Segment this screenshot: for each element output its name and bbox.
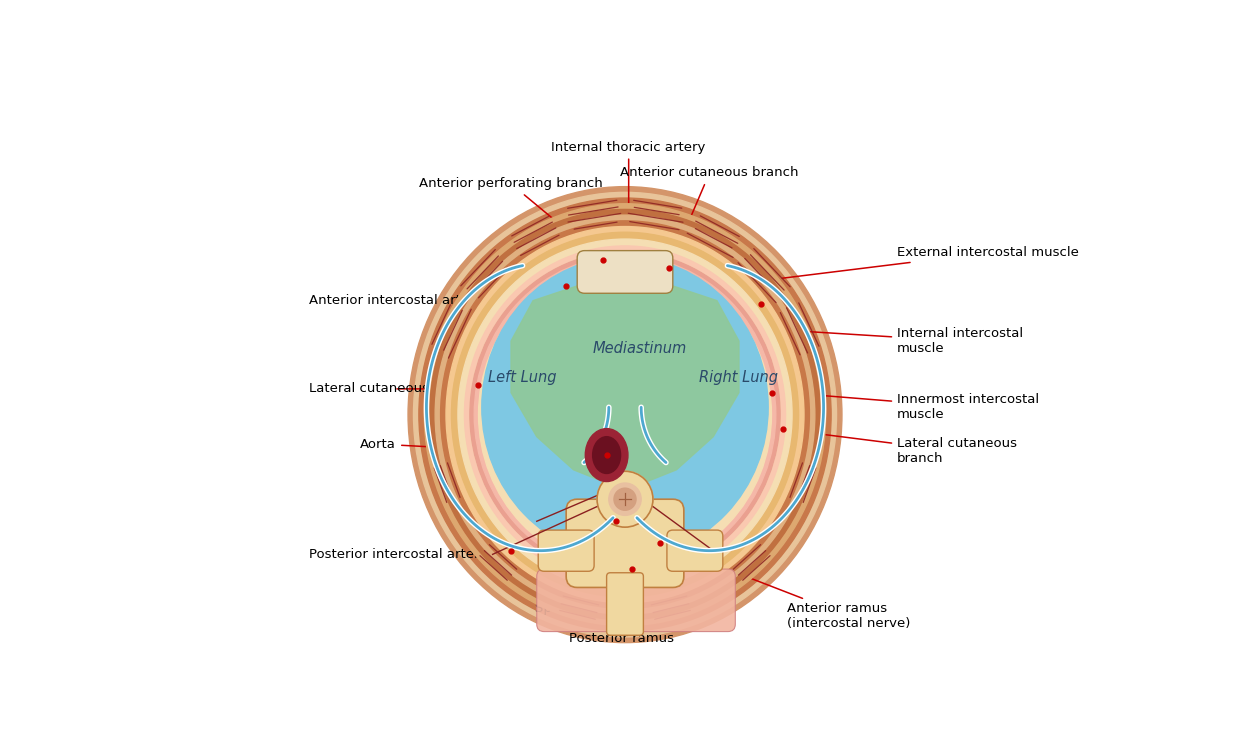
Text: Internal intercostal
muscle: Internal intercostal muscle	[786, 327, 1024, 355]
Ellipse shape	[474, 256, 776, 573]
Ellipse shape	[408, 187, 842, 642]
Text: Left Lung: Left Lung	[488, 370, 556, 385]
Text: Anterior intercostal artery: Anterior intercostal artery	[309, 294, 485, 307]
Ellipse shape	[424, 204, 826, 625]
Ellipse shape	[465, 246, 785, 583]
Ellipse shape	[430, 210, 820, 619]
Circle shape	[609, 483, 641, 516]
Ellipse shape	[419, 198, 831, 631]
Ellipse shape	[435, 215, 815, 614]
Text: Posterior ramus: Posterior ramus	[569, 572, 674, 645]
Ellipse shape	[470, 252, 780, 578]
Text: Posterior intercostal artery: Posterior intercostal artery	[309, 548, 509, 561]
Ellipse shape	[458, 239, 792, 590]
Text: Aorta: Aorta	[360, 437, 581, 455]
Text: Spinal nerve: Spinal nerve	[535, 524, 619, 615]
Ellipse shape	[470, 252, 780, 578]
Polygon shape	[511, 271, 739, 485]
Ellipse shape	[440, 221, 810, 608]
Ellipse shape	[451, 232, 799, 597]
Ellipse shape	[446, 227, 804, 602]
Circle shape	[598, 471, 652, 527]
Text: Internal thoracic artery: Internal thoracic artery	[551, 141, 706, 253]
FancyBboxPatch shape	[578, 250, 672, 293]
Ellipse shape	[585, 428, 628, 482]
Text: Anterior ramus
(intercostal nerve): Anterior ramus (intercostal nerve)	[662, 545, 910, 630]
FancyBboxPatch shape	[632, 569, 735, 631]
FancyBboxPatch shape	[536, 569, 640, 631]
Text: Anterior cutaneous branch: Anterior cutaneous branch	[620, 166, 799, 265]
Text: Mediastinum: Mediastinum	[592, 341, 686, 356]
Text: Lateral cutaneous
branch: Lateral cutaneous branch	[786, 430, 1017, 465]
Circle shape	[614, 488, 636, 511]
Ellipse shape	[592, 436, 620, 473]
Text: Innermost intercostal
muscle: Innermost intercostal muscle	[788, 393, 1039, 422]
Text: External intercostal muscle: External intercostal muscle	[782, 246, 1079, 278]
Text: Lateral cutaneous branch: Lateral cutaneous branch	[309, 382, 480, 396]
Text: Right Lung: Right Lung	[700, 370, 779, 385]
FancyBboxPatch shape	[566, 499, 684, 588]
FancyBboxPatch shape	[668, 530, 722, 571]
Ellipse shape	[414, 193, 836, 637]
Ellipse shape	[481, 257, 769, 558]
Ellipse shape	[479, 261, 771, 568]
FancyBboxPatch shape	[539, 530, 594, 571]
FancyBboxPatch shape	[606, 573, 644, 635]
Text: Anterior perforating branch: Anterior perforating branch	[419, 177, 602, 259]
